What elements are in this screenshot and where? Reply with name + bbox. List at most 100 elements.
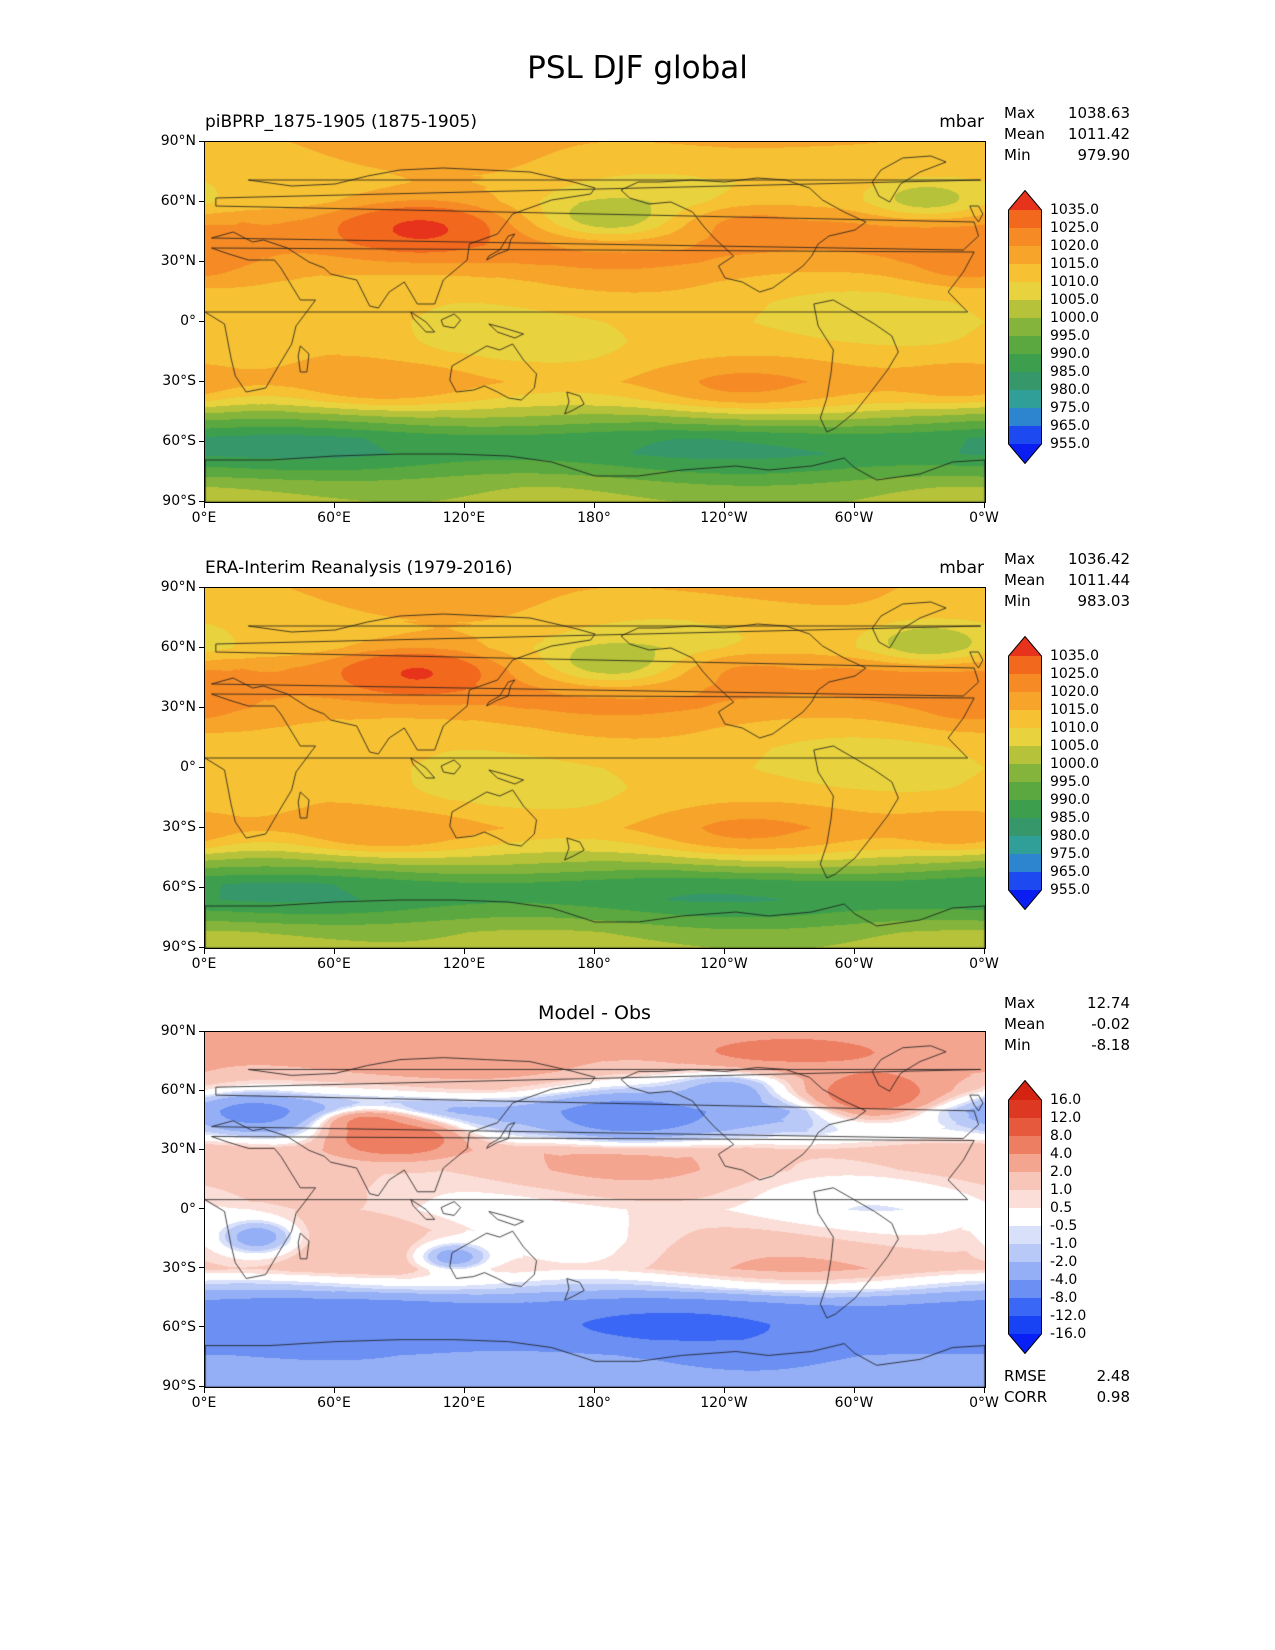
- colorbar-tick-label: 4.0: [1050, 1146, 1073, 1162]
- lat-tick: [199, 886, 204, 888]
- lat-tick: [199, 766, 204, 768]
- colorbar-svg: [1008, 635, 1042, 911]
- lat-tick: [199, 1267, 204, 1269]
- colorbar-tick-label: 0.5: [1050, 1200, 1073, 1216]
- lon-tick-label: 120°E: [442, 956, 486, 972]
- stat-row: Max 1036.42: [1004, 549, 1130, 570]
- lat-tick-label: 60°N: [160, 639, 196, 655]
- lon-tick-label: 180°: [577, 510, 611, 526]
- lon-tick: [723, 503, 725, 508]
- difference-map-canvas: [205, 1032, 985, 1387]
- units-label: mbar: [939, 112, 984, 132]
- colorbar-tick-label: 1020.0: [1050, 238, 1099, 254]
- lat-tick-label: 60°N: [160, 193, 196, 209]
- lat-tick: [199, 380, 204, 382]
- lat-tick-label: 90°S: [162, 1378, 196, 1394]
- lon-tick: [333, 1388, 335, 1393]
- lon-tick-label: 120°E: [442, 510, 486, 526]
- colorbar-tick-label: 980.0: [1050, 828, 1091, 844]
- colorbar-tick-label: 975.0: [1050, 400, 1091, 416]
- stat-row: Min 983.03: [1004, 591, 1130, 612]
- lon-tick-label: 180°: [577, 1395, 611, 1411]
- lon-tick-label: 0°E: [191, 956, 217, 972]
- reanalysis-map-canvas: [205, 588, 985, 948]
- colorbar-tick-label: 980.0: [1050, 382, 1091, 398]
- lon-tick-label: 180°: [577, 956, 611, 972]
- panel-reanalysis: ERA-Interim Reanalysis (1979-2016) mbar …: [0, 546, 1275, 992]
- stat-label: Min: [1004, 146, 1031, 164]
- figure-title: PSL DJF global: [527, 50, 748, 86]
- lat-tick-label: 30°S: [162, 373, 196, 389]
- lon-tick: [593, 1388, 595, 1393]
- panel-title: Model - Obs: [538, 1002, 651, 1024]
- lon-tick: [723, 1388, 725, 1393]
- stat-value: 979.90: [1077, 146, 1131, 164]
- colorbar-tick-label: -2.0: [1050, 1254, 1078, 1270]
- stat-value: 1038.63: [1067, 104, 1130, 122]
- colorbar-tick-label: -4.0: [1050, 1272, 1078, 1288]
- colorbar-tick-label: 1005.0: [1050, 738, 1099, 754]
- colorbar: 1035.0 1025.0 1020.0 1015.0 1010.0 1005.0 1000…: [1008, 189, 1138, 468]
- map-frame: [204, 141, 986, 503]
- lon-tick: [723, 949, 725, 954]
- lat-tick-label: 0°: [180, 1200, 196, 1217]
- colorbar-svg: [1008, 1079, 1042, 1355]
- colorbar-tick-label: 8.0: [1050, 1128, 1073, 1144]
- colorbar-tick-label: 1025.0: [1050, 666, 1099, 682]
- lat-tick: [199, 320, 204, 322]
- lon-tick-label: 0°W: [969, 1395, 999, 1411]
- lon-tick: [593, 949, 595, 954]
- panel-model: piBPRP_1875-1905 (1875-1905) mbar Max 103…: [0, 100, 1275, 546]
- stat-label: Min: [1004, 1036, 1031, 1054]
- lon-tick: [853, 503, 855, 508]
- stat-label: Mean: [1004, 125, 1045, 143]
- colorbar: 1035.0 1025.0 1020.0 1015.0 1010.0 1005.0 1000…: [1008, 635, 1138, 914]
- lon-tick-label: 60°E: [317, 510, 351, 526]
- lat-tick: [199, 1208, 204, 1209]
- panel-difference: Model - Obs Max 12.74 Mean -0.02 Min -8.18 90…: [0, 990, 1275, 1490]
- lat-tick-label: 90°N: [160, 133, 196, 149]
- colorbar-tick-label: 965.0: [1050, 418, 1091, 434]
- lat-tick-label: 60°S: [162, 879, 196, 895]
- map-frame: [204, 587, 986, 949]
- stat-row: Max 12.74: [1004, 993, 1130, 1014]
- lat-tick: [199, 1030, 204, 1032]
- panel-title: piBPRP_1875-1905 (1875-1905): [205, 112, 477, 132]
- lat-tick-label: 30°S: [162, 819, 196, 835]
- lat-tick: [199, 140, 204, 142]
- colorbar-tick-label: 965.0: [1050, 864, 1091, 880]
- stat-value: 983.03: [1077, 592, 1131, 610]
- stats-block: Max 12.74 Mean -0.02 Min -8.18: [1004, 993, 1130, 1056]
- stat-row: Min -8.18: [1004, 1035, 1130, 1056]
- lon-tick: [593, 503, 595, 508]
- lat-tick: [199, 260, 204, 262]
- lon-tick-label: 0°E: [191, 510, 217, 526]
- lat-tick-label: 60°S: [162, 1318, 196, 1335]
- lat-tick: [199, 586, 204, 588]
- lat-tick-label: 90°N: [160, 579, 196, 595]
- stat-value: 1036.42: [1067, 550, 1130, 568]
- lat-tick: [199, 646, 204, 648]
- lon-tick: [983, 503, 985, 508]
- stat-label: RMSE: [1004, 1367, 1047, 1385]
- lat-tick-label: 90°S: [162, 493, 196, 509]
- lon-tick: [983, 949, 985, 954]
- stat-label: CORR: [1004, 1388, 1048, 1406]
- stat-label: Max: [1004, 550, 1036, 568]
- lat-tick: [199, 500, 204, 502]
- colorbar-tick-label: 1000.0: [1050, 310, 1099, 326]
- lon-tick-label: 120°E: [442, 1395, 486, 1411]
- lon-tick-label: 0°W: [969, 956, 999, 972]
- colorbar-tick-label: -8.0: [1050, 1290, 1078, 1306]
- colorbar-tick-label: 995.0: [1050, 774, 1091, 790]
- lon-tick: [333, 503, 335, 508]
- lon-tick: [463, 949, 465, 954]
- lon-tick-label: 120°W: [700, 510, 748, 526]
- colorbar: 16.0 12.0 8.0 4.0 2.0 1.0 0.5 -0.5 -1.0 -2.0 -4.0 -…: [1008, 1079, 1138, 1358]
- colorbar-tick-label: 1000.0: [1050, 756, 1099, 772]
- panel-title: ERA-Interim Reanalysis (1979-2016): [205, 558, 513, 578]
- stats-block: Max 1038.63 Mean 1011.42 Min 979.90: [1004, 103, 1130, 166]
- lat-tick: [199, 1148, 204, 1150]
- pressure-map-canvas: [205, 142, 985, 502]
- colorbar-tick-label: 995.0: [1050, 328, 1091, 344]
